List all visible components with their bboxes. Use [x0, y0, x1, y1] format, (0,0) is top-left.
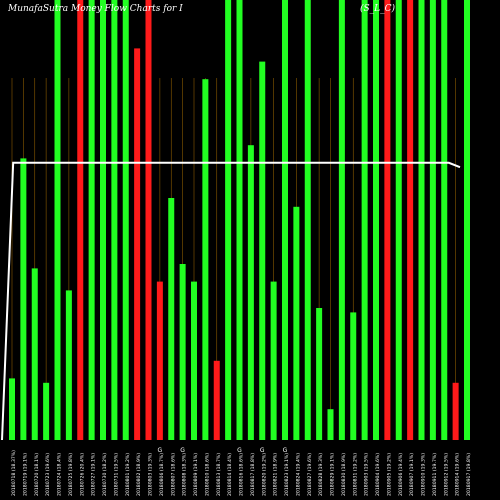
bar-up: [54, 0, 61, 440]
x-tick-label: 20180806 (18.7%): [159, 453, 165, 496]
x-tick-label: 20180725 (19.8%): [68, 453, 74, 496]
x-tick-label: 20180912 (19.5%): [443, 453, 449, 496]
x-tick-label: 20180813 (18.7%): [216, 453, 222, 496]
bar-up: [338, 0, 345, 440]
x-tick-label: 20180803 (19.3%): [148, 453, 154, 496]
bar-up: [350, 312, 357, 440]
bar-up: [327, 409, 334, 440]
bar-up: [441, 0, 448, 440]
bar-up: [88, 0, 95, 440]
bar-up: [100, 0, 106, 440]
marker-label: G: [158, 447, 163, 454]
x-tick-label: 20180910 (19.3%): [421, 453, 427, 496]
bar-up: [418, 0, 425, 440]
bar-up: [31, 268, 38, 440]
bar-up: [395, 0, 402, 440]
x-tick-label: 20180718 (18.37%): [11, 450, 17, 496]
x-tick-label: 20180904 (19.6%): [375, 453, 381, 496]
x-tick-label: 20180809 (19.1%): [193, 453, 199, 496]
bar-up: [361, 0, 368, 440]
bar-up: [9, 378, 15, 440]
bar-up: [282, 0, 288, 440]
bar-up: [259, 61, 266, 440]
x-tick-label: 20180907 (19.1%): [409, 453, 415, 496]
x-tick-label: 20180814 (18.4%): [227, 453, 233, 496]
x-tick-label: 20180727 (19.1%): [91, 453, 97, 496]
x-tick-label: 20180802 (18.9%): [136, 453, 142, 496]
bar-down: [384, 0, 391, 440]
bar-up: [304, 0, 311, 440]
bar-down: [134, 48, 141, 441]
marker-label: G: [237, 447, 242, 454]
bar-up: [464, 0, 470, 440]
x-tick-label: 20180914 (19.6%): [455, 453, 461, 496]
chart-title-text: MunafaSutra Money Flow Charts for I: [8, 4, 183, 14]
bar-down: [145, 0, 152, 440]
bar-up: [179, 264, 186, 440]
x-tick-label: 20180723 (19.6%): [45, 453, 51, 496]
bar-down: [407, 0, 414, 440]
chart-title-suffix: (S_L_C): [360, 4, 396, 14]
x-tick-label: 20180911 (19.7%): [432, 453, 438, 496]
bar-down: [156, 281, 163, 440]
chart-title: MunafaSutra Money Flow Charts for I (S_L…: [8, 4, 492, 18]
x-tick-label: 20180917 (19.8%): [466, 453, 472, 496]
x-tick-label: 20180719 (19.1%): [22, 453, 28, 496]
x-tick-label: 20180823 (19.1%): [284, 453, 290, 496]
bar-down: [213, 360, 220, 440]
x-tick-label: 20180828 (19.3%): [318, 453, 324, 496]
bar-up: [429, 0, 436, 440]
bar-up: [65, 290, 72, 440]
x-tick-label: 20180724 (18.4%): [57, 453, 63, 496]
marker-label: G: [260, 447, 265, 454]
bar-up: [122, 0, 129, 440]
marker-label: G: [180, 447, 185, 454]
bar-up: [316, 308, 323, 440]
bar-up: [202, 79, 209, 440]
x-tick-label: 20180829 (19.1%): [330, 453, 336, 496]
x-tick-label: 20180821 (18.9%): [273, 453, 279, 496]
x-tick-label: 20180730 (18.2%): [102, 453, 108, 496]
bar-up: [247, 145, 254, 440]
flow-line: [1, 161, 461, 441]
bar-up: [225, 0, 232, 440]
bar-up: [373, 0, 379, 440]
x-tick-label: 20180824 (19.4%): [295, 453, 301, 496]
bar-up: [43, 382, 50, 440]
x-tick-label: 20180726 (20.4%): [79, 453, 85, 496]
bar-up: [111, 0, 118, 440]
x-tick-label: 20180903 (19.5%): [364, 453, 370, 496]
bar-up: [236, 0, 243, 440]
x-tick-label: 20180820 (19.2%): [261, 453, 267, 496]
x-tick-label: 20180801 (19.2%): [125, 453, 131, 496]
x-tick-label: 20180720 (18.1%): [34, 453, 40, 496]
x-tick-label: 20180827 (19.6%): [307, 453, 313, 496]
bar-up: [191, 281, 197, 440]
x-tick-label: 20180906 (19.4%): [398, 453, 404, 496]
x-tick-label: 20180810 (18.6%): [204, 453, 210, 496]
x-tick-label: 20180830 (18.9%): [341, 453, 347, 496]
bar-up: [20, 158, 27, 440]
bar-up: [270, 281, 277, 440]
x-tick-label: 20180731 (19.5%): [113, 453, 119, 496]
x-tick-label: 20180831 (19.2%): [352, 453, 358, 496]
bar-up: [293, 206, 300, 440]
x-tick-label: 20180808 (18.3%): [182, 453, 188, 496]
marker-label: G: [283, 447, 288, 454]
x-tick-label: 20180817 (18.8%): [250, 453, 256, 496]
bar-down: [452, 382, 459, 440]
x-tick-label: 20180905 (19.2%): [386, 453, 392, 496]
x-tick-label: 20180807 (18.6%): [170, 453, 176, 496]
bar-up: [168, 198, 175, 440]
bar-down: [77, 0, 84, 440]
x-tick-label: 20180816 (18.6%): [239, 453, 245, 496]
